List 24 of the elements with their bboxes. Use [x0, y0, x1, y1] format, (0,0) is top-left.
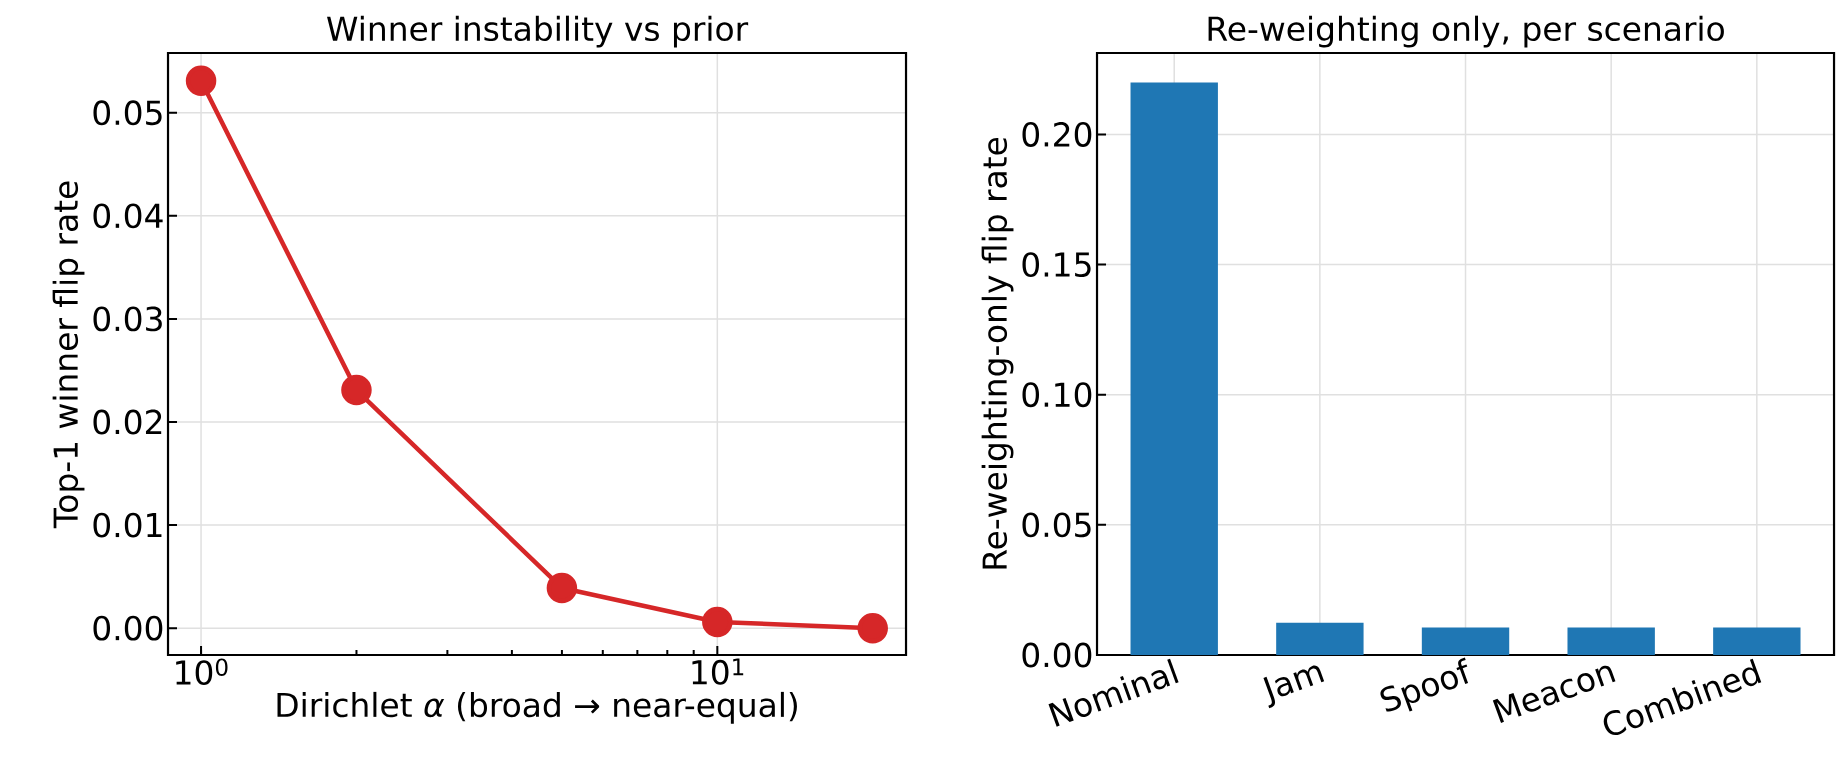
chart-title: Re-weighting only, per scenario: [1208, 15, 1724, 48]
x-tick-label: Jam: [1263, 665, 1325, 709]
y-tick-label: 0.10: [1022, 382, 1092, 408]
x-tick-label: 10$^{1}$: [692, 658, 744, 685]
y-tick-label: 0.05: [1022, 512, 1091, 538]
y-tick-label: 0.00: [93, 615, 163, 641]
y-tick-label: 0.02: [93, 409, 162, 435]
x-axis-title: Dirichlet α (broad → near-equal): [277, 691, 797, 724]
y-tick-label: 0.03: [93, 306, 162, 332]
x-tick-label: 10$^{0}$: [176, 658, 228, 686]
bar: [1713, 627, 1801, 655]
y-axis-title: Re-weighting-only flip rate: [981, 137, 1014, 569]
chart-title: Winner instability vs prior: [327, 15, 749, 48]
bar: [1130, 82, 1218, 655]
y-tick-label: 0.01: [93, 512, 162, 538]
y-tick-label: 0.04: [93, 203, 163, 229]
y-tick-label: 0.15: [1022, 252, 1091, 278]
y-axis-title: Top-1 winner flip rate: [52, 181, 85, 529]
y-tick-label: 0.20: [1022, 122, 1092, 147]
bar: [1276, 622, 1364, 655]
x-tick-label: Spoof: [1380, 657, 1469, 712]
y-tick-label: 0.05: [93, 100, 162, 126]
bar: [1567, 627, 1655, 655]
bar: [1421, 627, 1510, 655]
